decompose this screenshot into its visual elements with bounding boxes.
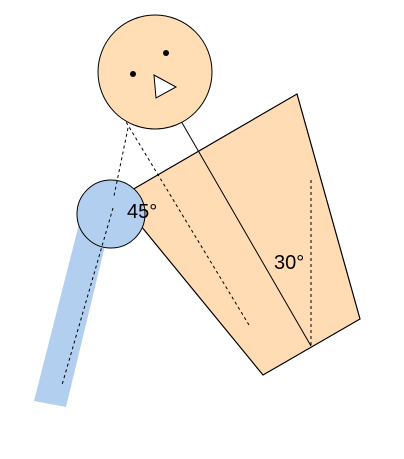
torso-shape [117, 93, 361, 376]
spine-line [180, 120, 312, 347]
arm-shape [34, 220, 110, 407]
right-eye [163, 50, 169, 56]
nose-triangle [153, 74, 178, 99]
torso-angle-label: 30° [274, 252, 304, 274]
arm-axis-dashed-line [61, 207, 114, 386]
head [97, 14, 213, 130]
left-eye [130, 71, 136, 77]
shoulder-angle-label: 45° [127, 201, 157, 223]
